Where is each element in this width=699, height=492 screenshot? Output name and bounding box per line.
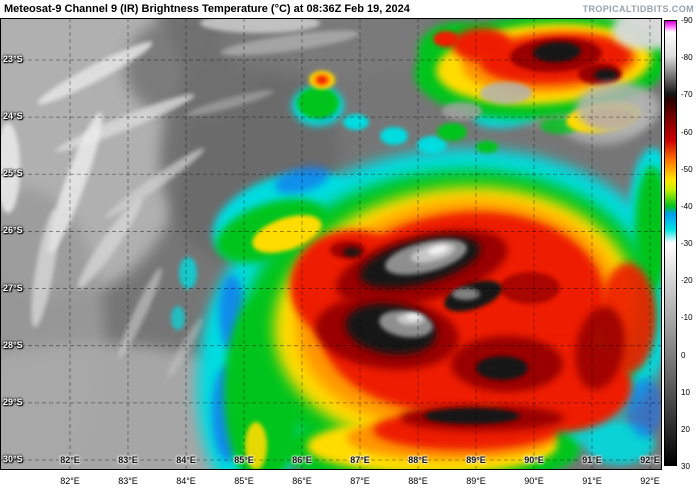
colorbar-tick-label: 20 xyxy=(681,424,690,434)
satellite-ir-imagery xyxy=(0,18,662,470)
temperature-colorbar xyxy=(664,20,677,466)
colorbar-tick-label: -30 xyxy=(681,239,693,248)
lon-label-margin: 91°E xyxy=(582,476,602,486)
lon-label-margin: 89°E xyxy=(466,476,486,486)
colorbar-tick-label: -60 xyxy=(681,127,693,137)
lon-label-margin: 86°E xyxy=(292,476,312,486)
colorbar-tick-label: 10 xyxy=(681,387,690,397)
colorbar-scale: -90 -80 -70 -60 -50 -40 -30 -20 -10 0 10 20 30 xyxy=(681,0,699,492)
colorbar-tick-label: -90 xyxy=(681,16,693,25)
lon-label-margin: 85°E xyxy=(234,476,254,486)
colorbar-tick-label: -50 xyxy=(681,164,693,174)
lon-label-margin: 88°E xyxy=(408,476,428,486)
colorbar-tick-label: -10 xyxy=(681,313,693,323)
colorbar-tick-label: -40 xyxy=(681,201,693,211)
lon-label-margin: 83°E xyxy=(118,476,138,486)
lon-label-margin: 90°E xyxy=(524,476,544,486)
lon-label-margin: 92°E xyxy=(640,476,660,486)
colorbar-tick-label: -20 xyxy=(681,276,693,286)
watermark-tropicaltidbits: TROPICALTIDBITS.COM xyxy=(582,4,694,14)
map-title: Meteosat-9 Channel 9 (IR) Brightness Tem… xyxy=(4,3,410,15)
title-bar: Meteosat-9 Channel 9 (IR) Brightness Tem… xyxy=(0,0,699,18)
lon-label-margin: 87°E xyxy=(350,476,370,486)
colorbar-tick-label: 30 xyxy=(681,462,690,471)
graticule xyxy=(0,18,662,470)
colorbar-tick-label: -70 xyxy=(681,90,693,100)
lon-label-margin: 82°E xyxy=(60,476,80,486)
lon-label-margin: 84°E xyxy=(176,476,196,486)
satellite-map xyxy=(0,18,662,470)
colorbar-tick-label: 0 xyxy=(681,350,686,360)
colorbar-tick-label: -80 xyxy=(681,53,693,63)
